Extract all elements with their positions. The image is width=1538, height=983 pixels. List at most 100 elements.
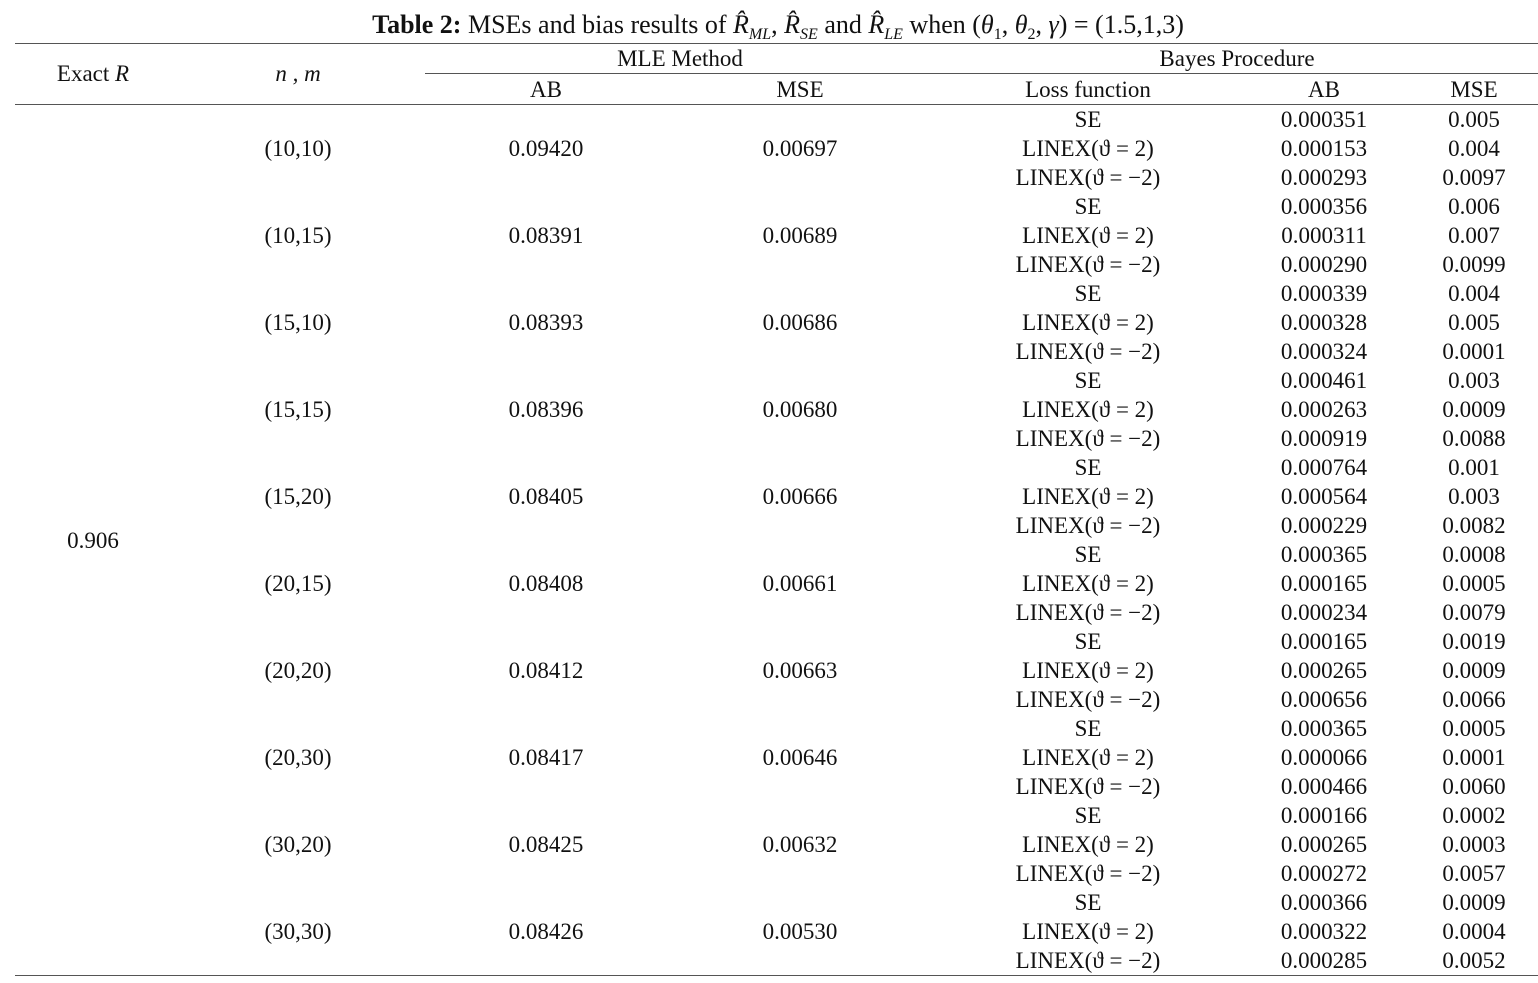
- n-m-cell: (30,30): [264, 919, 332, 944]
- bayes-ab-cell: 0.000366: [1280, 890, 1368, 915]
- bayes-ab-cell: 0.000285: [1280, 948, 1368, 973]
- bayes-ab-cell: 0.000311: [1281, 223, 1367, 248]
- bayes-mse-cell: 0.0088: [1442, 426, 1506, 451]
- bayes-mse-cell: 0.0001: [1442, 339, 1506, 364]
- bayes-mse-cell: 0.0060: [1442, 774, 1506, 799]
- bayes-ab-cell: 0.000356: [1280, 194, 1368, 219]
- mle-ab-cell: 0.08396: [508, 397, 584, 422]
- loss-function-cell: LINEX(ϑ = 2): [1022, 484, 1154, 509]
- n-m-cell: (10,15): [264, 223, 332, 248]
- bayes-ab-cell: 0.000351: [1280, 107, 1368, 132]
- loss-function-cell: LINEX(ϑ = −2): [1015, 600, 1161, 625]
- n-m-cell: (20,15): [264, 571, 332, 596]
- bayes-mse-cell: 0.0004: [1442, 919, 1506, 944]
- bayes-mse-cell: 0.0005: [1442, 716, 1506, 741]
- mle-ab-cell: 0.08405: [508, 484, 584, 509]
- bayes-ab-cell: 0.000265: [1280, 832, 1368, 857]
- rule: [15, 975, 1538, 976]
- header-text: Exact: [56, 61, 116, 86]
- bayes-ab-cell: 0.000290: [1280, 252, 1368, 277]
- bayes-ab-cell: 0.000234: [1280, 600, 1368, 625]
- title-text: when (: [902, 10, 981, 39]
- loss-function-cell: LINEX(ϑ = 2): [1022, 745, 1154, 770]
- header-text: R: [115, 61, 130, 86]
- bayes-mse-cell: 0.005: [1448, 107, 1500, 132]
- n-m-cell: (20,30): [264, 745, 332, 770]
- header-cell: Exact R: [57, 61, 129, 87]
- header-cell: Loss function: [1025, 77, 1151, 102]
- title-text: ML: [748, 26, 772, 43]
- mle-ab-cell: 0.09420: [508, 136, 584, 161]
- mle-mse-cell: 0.00632: [762, 832, 838, 857]
- title-text: SE: [800, 26, 818, 43]
- bayes-mse-cell: 0.003: [1448, 368, 1500, 393]
- loss-function-cell: LINEX(ϑ = −2): [1015, 426, 1161, 451]
- bayes-mse-cell: 0.007: [1448, 223, 1500, 248]
- rule: [15, 104, 1538, 105]
- title-text: 1: [993, 26, 1002, 43]
- bayes-mse-cell: 0.0008: [1442, 542, 1506, 567]
- bayes-mse-cell: 0.0057: [1442, 861, 1506, 886]
- mle-mse-cell: 0.00689: [762, 223, 838, 248]
- loss-function-cell: SE: [1074, 890, 1102, 915]
- bayes-mse-cell: 0.0052: [1442, 948, 1506, 973]
- bayes-mse-cell: 0.004: [1448, 281, 1500, 306]
- mle-mse-cell: 0.00661: [762, 571, 838, 596]
- bayes-mse-cell: 0.0002: [1442, 803, 1506, 828]
- loss-function-cell: LINEX(ϑ = 2): [1022, 397, 1154, 422]
- loss-function-cell: LINEX(ϑ = 2): [1022, 223, 1154, 248]
- n-m-cell: (10,10): [264, 136, 332, 161]
- loss-function-cell: LINEX(ϑ = −2): [1015, 339, 1161, 364]
- title-text: ,: [771, 10, 785, 39]
- n-m-cell: (15,15): [264, 397, 332, 422]
- bayes-mse-cell: 0.001: [1448, 455, 1500, 480]
- bayes-mse-cell: 0.005: [1448, 310, 1500, 335]
- bayes-ab-cell: 0.000324: [1280, 339, 1368, 364]
- bayes-ab-cell: 0.000166: [1280, 803, 1368, 828]
- mle-ab-cell: 0.08391: [508, 223, 584, 248]
- table-title: Table 2: MSEs and bias results of R̂ML, …: [372, 10, 1184, 44]
- loss-function-cell: LINEX(ϑ = 2): [1022, 658, 1154, 683]
- bayes-mse-cell: 0.0009: [1442, 890, 1506, 915]
- title-text: MSEs and bias results of: [467, 10, 734, 39]
- title-text: R̂: [784, 10, 801, 39]
- bayes-ab-cell: 0.000564: [1280, 484, 1368, 509]
- header-cell: MSE: [1450, 77, 1498, 102]
- loss-function-cell: SE: [1074, 455, 1102, 480]
- bayes-mse-cell: 0.003: [1448, 484, 1500, 509]
- bayes-mse-cell: 0.0079: [1442, 600, 1506, 625]
- bayes-mse-cell: 0.0009: [1442, 658, 1506, 683]
- bayes-ab-cell: 0.000272: [1280, 861, 1368, 886]
- title-text: 2: [1027, 26, 1036, 43]
- rule: [425, 73, 1538, 74]
- title-text: LE: [884, 26, 903, 43]
- n-m-cell: (15,20): [264, 484, 332, 509]
- n-m-cell: (20,20): [264, 658, 332, 683]
- loss-function-cell: LINEX(ϑ = −2): [1015, 774, 1161, 799]
- rule: [15, 43, 1538, 44]
- loss-function-cell: LINEX(ϑ = −2): [1015, 687, 1161, 712]
- bayes-mse-cell: 0.006: [1448, 194, 1500, 219]
- bayes-ab-cell: 0.000293: [1280, 165, 1368, 190]
- loss-function-cell: SE: [1074, 716, 1102, 741]
- bayes-ab-cell: 0.000328: [1280, 310, 1368, 335]
- title-text: ) = (1.5,1,3): [1058, 10, 1184, 39]
- bayes-ab-cell: 0.000066: [1280, 745, 1368, 770]
- bayes-mse-cell: 0.0066: [1442, 687, 1506, 712]
- bayes-ab-cell: 0.000322: [1280, 919, 1368, 944]
- loss-function-cell: SE: [1074, 803, 1102, 828]
- header-cell: Bayes Procedure: [1159, 46, 1315, 71]
- title-text: θ: [1014, 10, 1028, 39]
- loss-function-cell: LINEX(ϑ = −2): [1015, 513, 1161, 538]
- title-text: ,: [1001, 10, 1015, 39]
- title-text: θ: [980, 10, 994, 39]
- bayes-mse-cell: 0.0099: [1442, 252, 1506, 277]
- header-cell: MSE: [776, 77, 824, 102]
- mle-mse-cell: 0.00666: [762, 484, 838, 509]
- header-cell: AB: [530, 77, 562, 102]
- title-text: and: [817, 10, 869, 39]
- loss-function-cell: LINEX(ϑ = 2): [1022, 136, 1154, 161]
- mle-ab-cell: 0.08408: [508, 571, 584, 596]
- bayes-ab-cell: 0.000265: [1280, 658, 1368, 683]
